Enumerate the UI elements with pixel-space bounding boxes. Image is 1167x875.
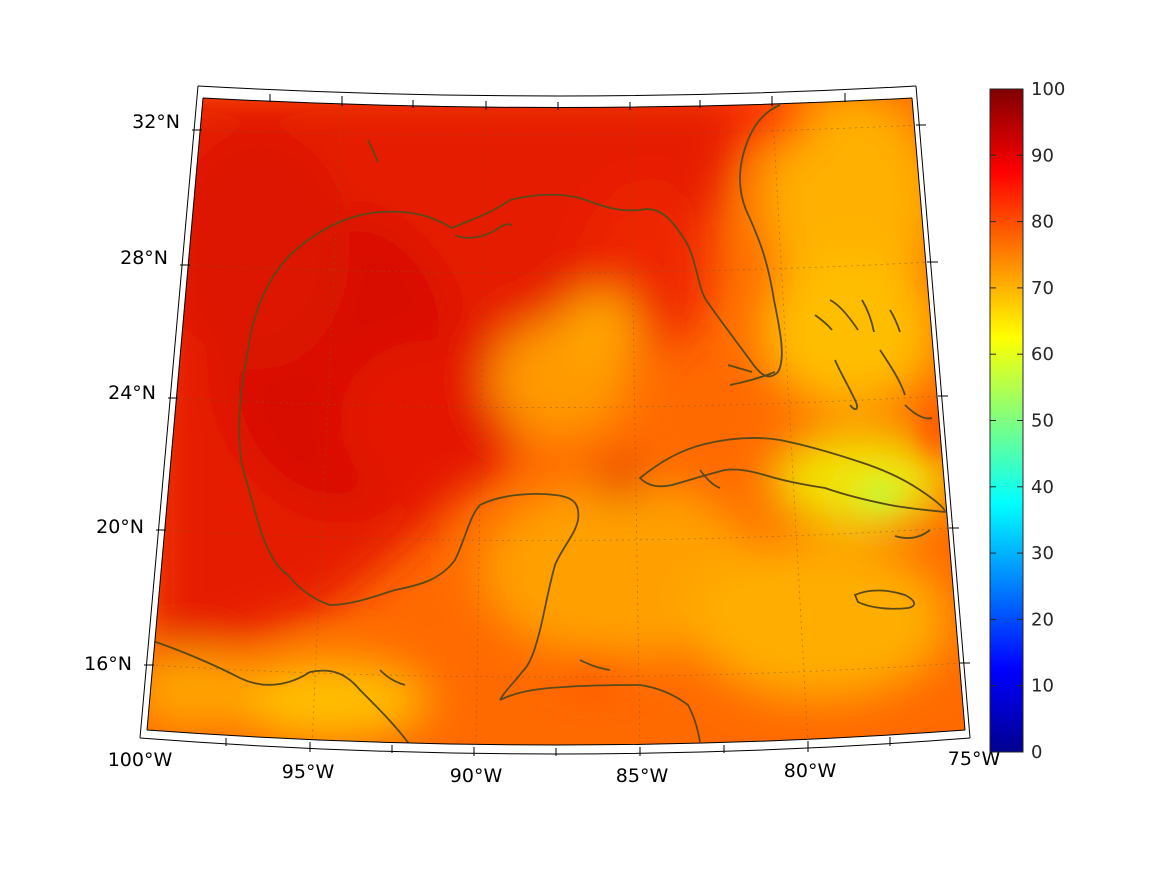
lat-label-16: 16°N <box>84 653 132 675</box>
lat-label-20: 20°N <box>96 516 144 538</box>
lat-label-28: 28°N <box>120 247 168 269</box>
colorbar-label-10: 10 <box>1031 676 1054 697</box>
gulf-coastline <box>238 104 783 576</box>
lon-label-100: 100°W <box>108 749 173 771</box>
frame-ticks <box>144 93 970 756</box>
colorbar-label-70: 70 <box>1031 278 1054 299</box>
colorbar-label-0: 0 <box>1031 742 1042 763</box>
colorbar-label-30: 30 <box>1031 543 1054 564</box>
cuba-coastline <box>639 437 946 513</box>
heatmap-field <box>147 98 965 745</box>
longitude-labels: 100°W 95°W 90°W 85°W 80°W 75°W <box>108 748 1001 787</box>
colorbar-label-50: 50 <box>1031 411 1054 432</box>
colorbar-ticks <box>990 88 1023 753</box>
map-frame <box>139 85 971 755</box>
latitude-labels: 32°N 28°N 24°N 20°N 16°N <box>84 111 180 675</box>
colorbar-label-20: 20 <box>1031 609 1054 630</box>
jamaica-coastline <box>854 589 915 610</box>
bahamas-coastline <box>814 299 933 420</box>
lat-label-24: 24°N <box>108 382 156 404</box>
coastlines <box>149 104 946 745</box>
lon-label-85: 85°W <box>616 765 669 787</box>
mexico-coastline <box>287 492 580 701</box>
lon-label-95: 95°W <box>282 761 335 783</box>
colorbar-label-60: 60 <box>1031 344 1054 365</box>
colorbar-label-80: 80 <box>1031 212 1054 233</box>
graticule-grid <box>149 99 963 745</box>
lon-label-90: 90°W <box>450 765 503 787</box>
colorbar-label-40: 40 <box>1031 477 1054 498</box>
lon-label-80: 80°W <box>784 760 837 782</box>
colorbar-label-100: 100 <box>1031 79 1065 100</box>
lon-label-75: 75°W <box>948 748 1001 770</box>
lat-label-32: 32°N <box>132 111 180 133</box>
colorbar-label-90: 90 <box>1031 145 1054 166</box>
